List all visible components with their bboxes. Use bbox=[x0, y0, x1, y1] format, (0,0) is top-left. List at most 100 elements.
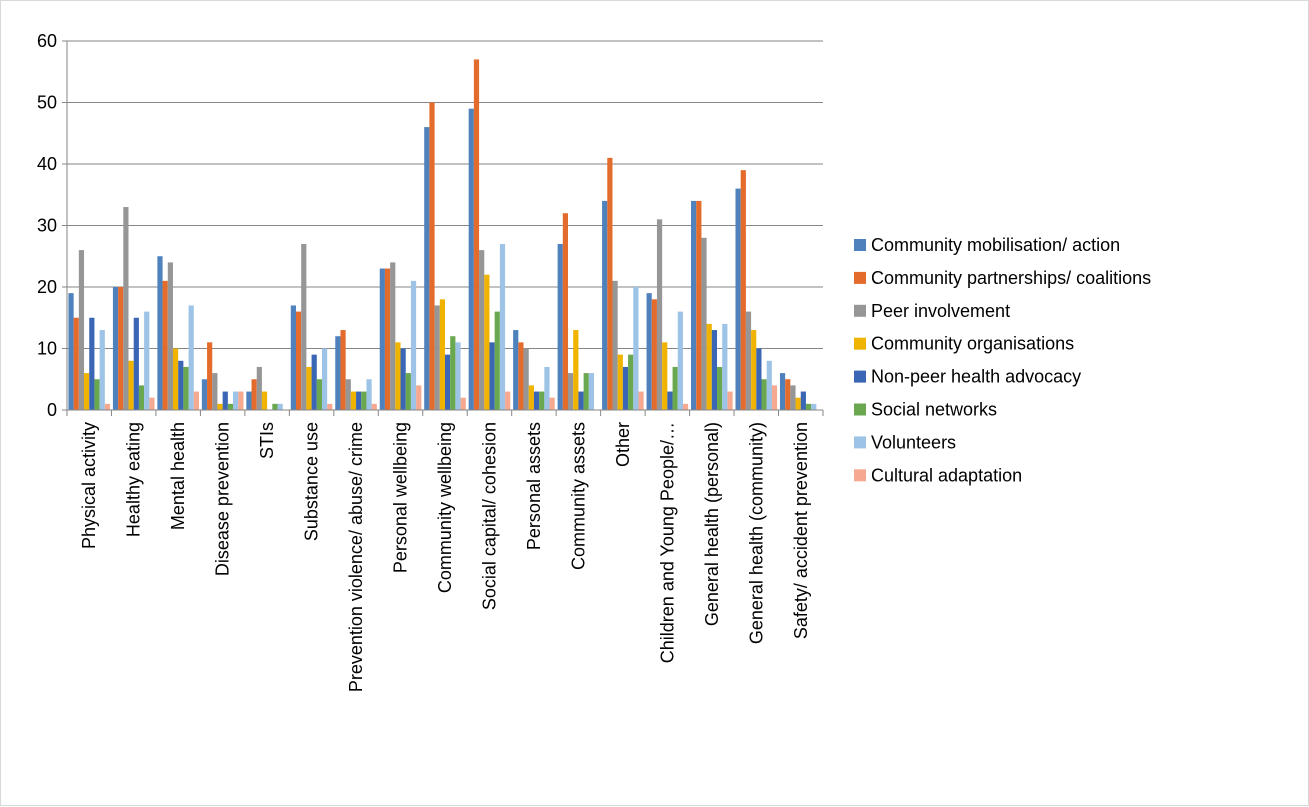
bar bbox=[505, 391, 511, 410]
bar bbox=[149, 397, 155, 410]
bar bbox=[94, 379, 100, 410]
bar bbox=[434, 305, 440, 410]
bar bbox=[335, 336, 341, 410]
bar bbox=[112, 287, 119, 410]
bar bbox=[651, 299, 657, 410]
bar bbox=[212, 373, 218, 410]
bar bbox=[696, 200, 702, 410]
bar bbox=[795, 397, 801, 410]
bar bbox=[144, 311, 150, 410]
y-tick-label: 50 bbox=[37, 93, 57, 113]
bar bbox=[479, 250, 485, 410]
bar bbox=[638, 391, 644, 410]
bar bbox=[133, 317, 139, 410]
bar bbox=[201, 379, 208, 410]
bar bbox=[162, 280, 168, 410]
legend-swatch bbox=[854, 271, 866, 284]
bar bbox=[123, 207, 129, 410]
bar bbox=[602, 200, 608, 410]
legend-label: Community partnerships/ coalitions bbox=[871, 268, 1151, 288]
bar bbox=[607, 157, 613, 410]
bar bbox=[157, 256, 163, 410]
bar bbox=[528, 385, 534, 410]
bar bbox=[549, 397, 555, 410]
bar bbox=[217, 403, 223, 410]
x-tick-label: General health (personal) bbox=[702, 422, 722, 626]
bar bbox=[785, 379, 791, 410]
bar bbox=[539, 391, 545, 410]
x-tick-label: Physical activity bbox=[79, 422, 99, 549]
bar bbox=[84, 373, 90, 410]
bar bbox=[227, 403, 234, 410]
x-tick-label: Healthy eating bbox=[124, 422, 144, 537]
bar bbox=[178, 360, 184, 410]
bar bbox=[246, 391, 252, 410]
bar bbox=[390, 262, 396, 410]
legend-label: Volunteers bbox=[871, 432, 956, 452]
bar bbox=[68, 293, 74, 410]
x-tick-label: Disease prevention bbox=[213, 422, 233, 576]
bar bbox=[345, 379, 351, 410]
bar bbox=[790, 385, 796, 410]
bar bbox=[766, 360, 772, 410]
bar bbox=[667, 391, 673, 410]
legend-swatch bbox=[854, 239, 866, 251]
bar bbox=[183, 366, 189, 410]
bar bbox=[513, 330, 519, 410]
bar bbox=[494, 311, 500, 410]
bar bbox=[172, 348, 179, 410]
bar bbox=[562, 213, 569, 410]
bar bbox=[356, 391, 362, 410]
bar bbox=[727, 391, 733, 410]
bar bbox=[805, 403, 812, 410]
bar bbox=[251, 379, 257, 410]
bar bbox=[340, 330, 346, 410]
bar bbox=[128, 360, 134, 410]
x-tick-label: Substance use bbox=[302, 422, 322, 541]
bar bbox=[233, 391, 239, 410]
bar bbox=[533, 391, 540, 410]
bar bbox=[691, 200, 697, 410]
bar bbox=[484, 274, 490, 410]
legend-label: Cultural adaptation bbox=[871, 465, 1022, 485]
bar bbox=[622, 366, 629, 410]
legend-swatch bbox=[854, 469, 866, 482]
bar bbox=[321, 348, 328, 410]
bar bbox=[460, 397, 466, 410]
bar bbox=[238, 391, 244, 410]
bar bbox=[612, 280, 618, 410]
x-tick-label: Personal wellbeing bbox=[391, 422, 411, 573]
bar bbox=[800, 391, 806, 410]
bar bbox=[327, 403, 333, 410]
bar bbox=[167, 262, 173, 410]
bar bbox=[740, 170, 746, 410]
bar bbox=[188, 305, 194, 410]
bar bbox=[711, 330, 718, 410]
bar bbox=[756, 348, 762, 410]
bar bbox=[568, 373, 574, 410]
legend-swatch bbox=[854, 337, 866, 350]
bar bbox=[261, 391, 268, 410]
bar bbox=[455, 342, 461, 410]
legend-swatch bbox=[854, 436, 866, 449]
bar bbox=[405, 373, 411, 410]
x-tick-label: Other bbox=[613, 422, 633, 467]
bar bbox=[301, 243, 307, 410]
bar bbox=[384, 268, 391, 410]
bar bbox=[73, 317, 79, 410]
bar bbox=[222, 391, 228, 410]
bar bbox=[583, 373, 589, 410]
bar bbox=[371, 403, 377, 410]
y-tick-label: 0 bbox=[47, 400, 57, 420]
bar bbox=[410, 280, 417, 410]
x-tick-label: STIs bbox=[257, 422, 277, 459]
x-tick-labels: Physical activity Healthy eating Mental he… bbox=[79, 422, 811, 692]
bar bbox=[578, 391, 584, 410]
axes bbox=[62, 40, 824, 416]
bar bbox=[395, 342, 401, 410]
bar bbox=[706, 323, 712, 410]
x-tick-label: Personal assets bbox=[524, 422, 544, 550]
bar bbox=[523, 348, 529, 410]
